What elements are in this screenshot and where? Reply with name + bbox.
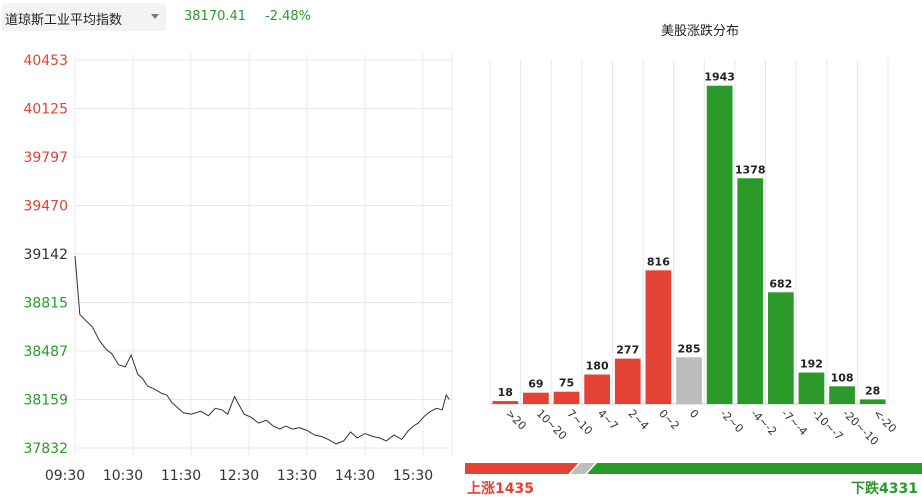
bar-value-label: 108 — [831, 371, 854, 384]
y-axis-tick-label: 40453 — [23, 53, 68, 69]
bar-category-label: 0~2 — [656, 407, 682, 433]
bar-value-label: 285 — [678, 342, 701, 355]
bar — [706, 85, 733, 405]
bar — [859, 399, 886, 404]
x-axis-tick-label: 13:30 — [277, 468, 317, 484]
bar-value-label: 192 — [800, 358, 823, 371]
y-axis-tick-label: 39797 — [23, 150, 68, 166]
bar-category-label: <-20 — [871, 407, 899, 435]
header-bar: 道琼斯工业平均指数 38170.41 -2.48% — [0, 0, 460, 34]
bar-value-label: 69 — [528, 378, 543, 391]
bar-value-label: 816 — [647, 255, 670, 268]
y-axis-tick-label: 38159 — [23, 393, 68, 409]
x-axis-tick-label: 11:30 — [161, 468, 201, 484]
bar-value-label: 277 — [616, 344, 639, 357]
y-axis-tick-label: 39470 — [23, 199, 68, 215]
index-price: 38170.41 — [184, 9, 247, 24]
up-ratio-bar — [465, 463, 579, 474]
bar-value-label: 75 — [559, 377, 574, 390]
flat-ratio-bar — [570, 463, 595, 474]
y-axis-tick-label: 38815 — [23, 296, 68, 312]
bar-category-label: 2~4 — [626, 407, 652, 433]
index-change: -2.48% — [265, 9, 311, 24]
bar-category-label: -7~-4 — [779, 407, 810, 438]
bar — [523, 392, 549, 404]
down-count-label: 下跌4331 — [851, 481, 918, 497]
bar-category-label: -10~-7 — [809, 407, 845, 443]
y-axis-tick-label: 37832 — [23, 441, 68, 457]
x-axis-tick-label: 10:30 — [103, 468, 143, 484]
down-ratio-bar — [586, 463, 922, 474]
bar — [553, 391, 580, 404]
x-axis-tick-label: 14:30 — [335, 468, 375, 484]
bar-category-label: -4~-2 — [748, 407, 779, 438]
bar — [584, 374, 611, 404]
price-line — [74, 255, 450, 445]
bar-value-label: 1378 — [735, 163, 766, 176]
y-axis-tick-label: 38487 — [23, 344, 68, 360]
chevron-down-icon — [151, 14, 159, 19]
bar-category-label: -2~0 — [717, 407, 745, 435]
bar-category-label: 0 — [687, 407, 701, 421]
bar-value-label: 28 — [865, 384, 880, 397]
bar-category-label: 4~7 — [595, 407, 621, 433]
x-axis-tick-label: 15:30 — [393, 468, 433, 484]
y-axis-tick-label: 40125 — [23, 102, 68, 118]
y-axis-tick-label: 39142 — [23, 247, 68, 263]
x-axis-tick-label: 12:30 — [219, 468, 259, 484]
bar-value-label: 1943 — [704, 71, 735, 84]
bar-value-label: 682 — [769, 277, 792, 290]
up-count-label: 上涨1435 — [467, 481, 534, 497]
bar — [829, 386, 855, 404]
bar — [798, 372, 825, 404]
bar-value-label: 180 — [586, 360, 609, 373]
distribution-title: 美股涨跌分布 — [660, 24, 739, 39]
bar — [492, 401, 519, 404]
x-axis-tick-label: 09:30 — [45, 468, 85, 484]
bar — [767, 292, 794, 404]
index-selector[interactable]: 道琼斯工业平均指数 — [2, 3, 166, 31]
bar — [614, 358, 641, 404]
bar — [737, 178, 764, 404]
bar — [645, 270, 672, 404]
bar-value-label: 18 — [498, 386, 513, 399]
bar-category-label: >20 — [503, 407, 529, 433]
bar-category-label: 10~20 — [534, 407, 570, 443]
bar — [676, 357, 702, 404]
index-name: 道琼斯工业平均指数 — [5, 13, 123, 28]
